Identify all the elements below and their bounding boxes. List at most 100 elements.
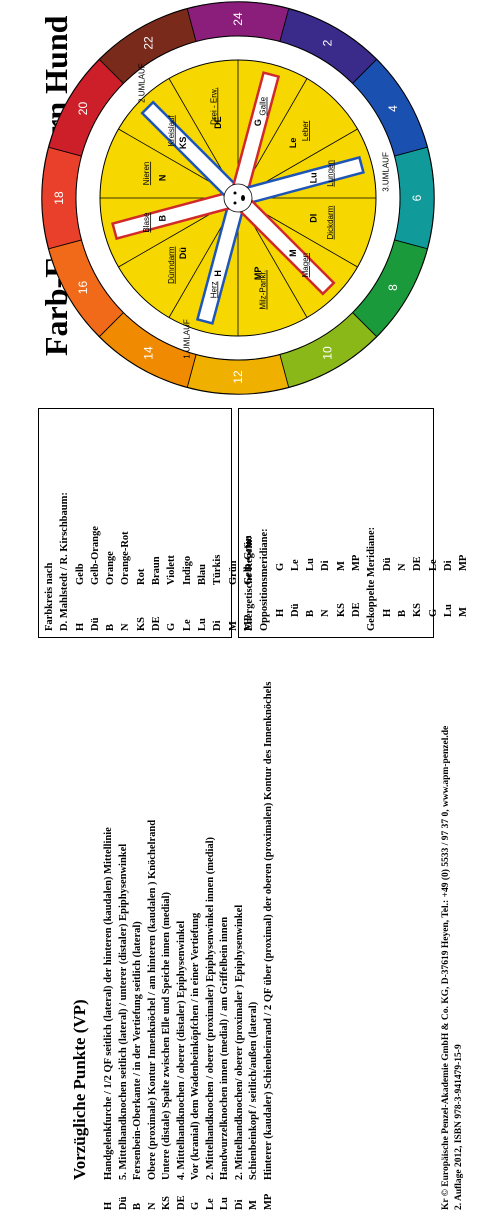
vp-list: H Handgelenkfurche / 1/2 QF seitlich (lat…: [102, 650, 276, 1210]
vp-abbr: Dü: [117, 1196, 129, 1210]
coupled-cell: DE: [412, 556, 424, 571]
opp-cell: Le: [289, 559, 301, 571]
color-row: B Orange: [103, 415, 118, 631]
opp-row: N Di: [318, 415, 333, 631]
color-box-rows: H Gelb Dü Gelb-Orange B Orange N Orange-Rot KS Ro…: [73, 415, 257, 631]
hour-label: 20: [76, 102, 90, 116]
sector-abbr: G: [253, 119, 263, 126]
vp-section: Vorzügliche Punkte (VP) H Handgelenkfurch…: [70, 650, 276, 1210]
vp-text: Schienbeinkopf / seitlich/außen (lateral…: [248, 1001, 259, 1180]
color-row-color: Violett: [166, 555, 178, 585]
sector-abbr: N: [158, 175, 168, 182]
footer-edition: 2. Auflage 2012, ISBN 978-3-941479-15-9: [454, 1044, 464, 1210]
color-row: Di Türkis: [210, 415, 225, 631]
coupled-row: M MP: [456, 415, 471, 631]
opp-cell: Dü: [289, 603, 301, 617]
coupled-cell: MP: [458, 554, 470, 571]
color-row-abbr: KS: [135, 616, 147, 631]
dog-eye-icon: [233, 201, 237, 205]
sector-name: Kreislauf: [167, 114, 176, 146]
sector-name: Nieren: [142, 162, 151, 186]
color-box-header: D. Mahlstedt / R. Kirschbaum:: [59, 492, 71, 631]
sector-abbr: Le: [288, 138, 298, 149]
color-row: N Orange-Rot: [118, 415, 133, 631]
color-row-abbr: Dü: [89, 617, 101, 631]
hour-label: 8: [386, 284, 400, 291]
vp-abbr: B: [132, 1202, 143, 1210]
color-row: Le Indigo: [180, 415, 195, 631]
vp-row: MP Hinterer (kaudaler) Schienbeinrand / 2…: [262, 650, 277, 1210]
vp-text: Handwurzelknochen innen (medial) / am Gr…: [219, 916, 230, 1180]
color-row: Dü Gelb-Orange: [88, 415, 103, 631]
star-arm: [143, 103, 248, 208]
coupled-row: H Dü: [380, 415, 395, 631]
color-row-color: Orange: [105, 551, 117, 585]
opp-cell: B: [305, 609, 317, 617]
vp-abbr: DE: [175, 1195, 187, 1210]
vp-text: Hinterer (kaudaler) Schienbeinrand / 2 Q…: [262, 681, 274, 1180]
sector-name: Leber: [301, 120, 310, 141]
sector-name: Dünndarm: [167, 246, 176, 284]
vp-row: B Fersenbein-Oberkante / in der Vertiefun…: [131, 650, 146, 1210]
hour-label: 16: [76, 281, 90, 295]
sector-name: Blase: [142, 212, 151, 233]
sector-abbr: M: [288, 249, 298, 257]
vp-abbr: Le: [204, 1198, 216, 1210]
umlauf-label: 1.UMLAUF: [183, 319, 192, 359]
coupled-heading: Gekoppelte Meridiane:: [366, 526, 378, 631]
color-row-color: Braun: [151, 556, 163, 585]
vp-text: 2. Mittelhandknochen/ oberer (proximaler…: [233, 904, 245, 1180]
hour-label: 12: [231, 370, 245, 384]
opp-cell: M: [335, 561, 347, 571]
coupled-rows: H Dü B N KS DE G Le Lu Di M MP: [380, 415, 472, 631]
sector-name: Magen: [301, 253, 310, 277]
vp-row: M Schienbeinkopf / seitlich/außen (latera…: [247, 650, 262, 1210]
coupled-cell: Di: [442, 560, 454, 572]
hour-label: 2: [321, 39, 335, 46]
vp-row: Di 2. Mittelhandknochen/ oberer (proximal…: [233, 650, 248, 1210]
vp-row: G Vor (kranial) dem Wadenbeinköpfchen / i…: [189, 650, 204, 1210]
color-row-abbr: DE: [151, 616, 163, 631]
color-row-color: Gelb: [74, 563, 86, 585]
vp-row: H Handgelenkfurche / 1/2 QF seitlich (lat…: [102, 650, 117, 1210]
vp-abbr: M: [248, 1200, 259, 1210]
opposition-heading: Oppositionsmeridiane:: [259, 528, 271, 631]
vp-text: 4. Mittelhandknochen / oberer (distaler)…: [175, 920, 187, 1180]
dog-eye-icon: [233, 191, 237, 195]
vp-row: DE 4. Mittelhandknochen / oberer (distale…: [175, 650, 190, 1210]
color-row: Lu Blau: [195, 415, 210, 631]
sector-abbr: Dü: [178, 247, 188, 259]
footer-copyright: Kr © Europäische Penzel-Akademie GmbH & …: [441, 725, 451, 1210]
meridian-star: [111, 71, 365, 325]
vp-title: Vorzügliche Punkte (VP): [70, 999, 89, 1180]
vp-row: Dü 5. Mittelhandknochen seitlich (lateral…: [117, 650, 132, 1210]
sector-abbr: DI: [308, 214, 318, 223]
vp-text: 5. Mittelhandknochen seitlich (lateral) …: [117, 843, 129, 1180]
sector-name: Dickdarm: [326, 205, 335, 239]
hour-label: 14: [142, 346, 156, 360]
color-row: H Gelb: [73, 415, 88, 631]
color-row: KS Rot: [134, 415, 149, 631]
sector-abbr: MP: [253, 267, 263, 281]
opposition-rows: H G Dü Le B Lu N Di KS M DE MP: [273, 415, 365, 631]
color-row-abbr: Di: [212, 620, 224, 632]
coupled-cell: G: [427, 608, 439, 617]
coupled-row: G Le: [426, 415, 441, 631]
opp-cell: G: [274, 562, 286, 571]
coupled-cell: KS: [412, 602, 424, 617]
sector-abbr: Lu: [308, 172, 318, 183]
color-row: DE Braun: [149, 415, 164, 631]
coupled-cell: Lu: [442, 604, 454, 617]
dog-nose-icon: [241, 195, 245, 201]
vp-abbr: H: [103, 1201, 114, 1210]
vp-row: Le 2. Mittelhandknochen / oberer (proxima…: [204, 650, 219, 1210]
sector-name: Lungen: [326, 160, 335, 187]
hour-label: 18: [52, 191, 66, 205]
color-row-color: Türkis: [212, 554, 224, 585]
opp-cell: Lu: [305, 558, 317, 571]
coupled-row: Lu Di: [441, 415, 456, 631]
vp-abbr: KS: [161, 1195, 172, 1210]
